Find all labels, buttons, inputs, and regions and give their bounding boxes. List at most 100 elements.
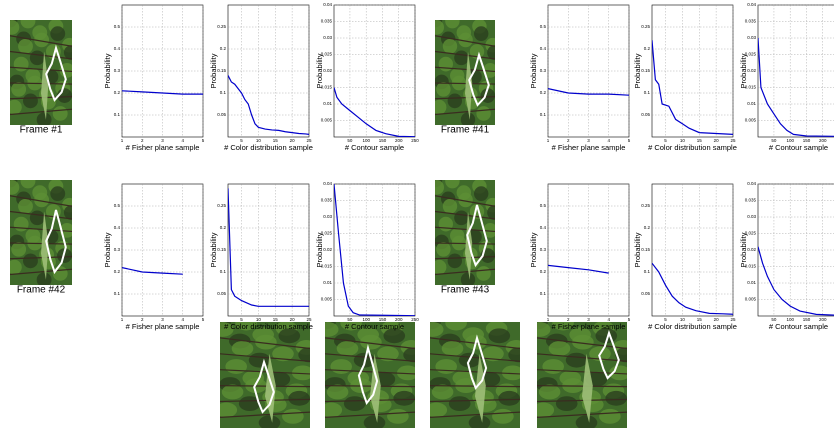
y-tick-label: 0.2 — [644, 225, 651, 230]
y-tick-label: 0.02 — [323, 247, 332, 252]
y-tick-label: 0.03 — [323, 214, 332, 219]
y-tick-label: 0.4 — [114, 46, 121, 51]
leaf-blob — [50, 26, 66, 41]
fruit — [465, 51, 473, 120]
x-tick-label: 5 — [240, 138, 243, 143]
y-tick-label: 0.3 — [114, 68, 121, 73]
leaf-blob — [13, 216, 29, 232]
y-tick-label: 0.1 — [540, 291, 547, 296]
leaf-blob — [52, 106, 68, 121]
y-tick-label: 0.25 — [217, 203, 226, 208]
leaf-blob — [458, 32, 473, 48]
y-tick-label: 0.005 — [321, 118, 333, 123]
x-tick-label: 10 — [680, 138, 686, 143]
y-tick-label: 0.02 — [747, 68, 756, 73]
y-axis-label: Probability — [529, 53, 538, 88]
data-line — [228, 188, 309, 307]
leaf-blob — [605, 390, 627, 406]
x-tick-label: 10 — [256, 317, 262, 322]
y-tick-label: 0.2 — [220, 225, 227, 230]
x-tick-label: 5 — [664, 317, 667, 322]
branch — [220, 353, 310, 362]
leaf-blob — [52, 266, 68, 281]
leaf-blob — [63, 205, 72, 220]
leaf-blob — [63, 45, 72, 60]
data-line — [758, 37, 834, 137]
leaf-blob — [45, 44, 61, 59]
leaf-blob — [50, 186, 66, 201]
frame-caption: Frame #1 — [20, 125, 63, 136]
frame-image — [430, 322, 520, 428]
y-tick-label: 0.025 — [745, 231, 757, 236]
branch — [220, 369, 310, 375]
leaf-blob — [238, 396, 261, 412]
contour — [45, 44, 67, 102]
y-axis-label: Probability — [209, 232, 218, 267]
x-tick-label: 100 — [786, 317, 794, 322]
y-tick-label: 0.035 — [321, 198, 333, 203]
branch — [430, 411, 520, 418]
y-tick-label: 0.2 — [540, 90, 547, 95]
x-tick-label: 15 — [273, 317, 279, 322]
x-tick-label: 3 — [161, 317, 164, 322]
leaf-blob — [29, 210, 45, 226]
x-tick-label: 50 — [771, 317, 777, 322]
leaf-blob — [474, 186, 489, 201]
leaf-blob — [20, 180, 36, 189]
leaf-blob — [492, 408, 514, 424]
x-tick-label: 1 — [547, 138, 550, 143]
x-tick-label: 100 — [362, 317, 370, 322]
x-tick-label: 2 — [141, 317, 144, 322]
leaf-blob — [460, 272, 476, 285]
contour — [357, 344, 379, 406]
x-tick-label: 2 — [141, 138, 144, 143]
leaf-blob — [325, 322, 339, 337]
branch — [435, 268, 495, 276]
x-tick-label: 150 — [803, 138, 811, 143]
leaf-blob — [29, 50, 45, 66]
leaf-blob — [502, 365, 520, 381]
y-tick-label: 0.005 — [321, 297, 333, 302]
leaf-blob — [57, 248, 72, 263]
leaf-blob — [330, 359, 353, 374]
x-axis-label: # Fisher plane sample — [552, 322, 626, 331]
y-tick-label: 0.15 — [217, 68, 226, 73]
leaf-blob — [23, 93, 38, 109]
contour — [466, 334, 488, 390]
y-tick-label: 0.015 — [745, 85, 757, 90]
y-tick-label: 0.04 — [323, 2, 332, 7]
leaf-blob — [435, 180, 444, 195]
y-tick-label: 0.1 — [220, 269, 227, 274]
y-axis-label: Probability — [315, 53, 324, 88]
leaf-blob — [447, 93, 462, 109]
x-tick-label: 2 — [567, 138, 570, 143]
y-tick-label: 0.1 — [114, 291, 121, 296]
y-tick-label: 0.035 — [745, 19, 757, 24]
x-tick-label: 25 — [306, 138, 312, 143]
leaf-blob — [609, 365, 627, 381]
leaf-blob — [235, 322, 257, 331]
y-tick-label: 0.4 — [540, 225, 547, 230]
leaf-blob — [441, 341, 464, 356]
leaf-blob — [445, 20, 460, 29]
frame-image — [220, 322, 310, 428]
leaf-blob — [469, 44, 485, 59]
leaf-blob — [20, 20, 36, 29]
branch — [10, 210, 72, 220]
y-tick-label: 0.025 — [321, 231, 333, 236]
x-tick-label: 4 — [181, 317, 184, 322]
y-axis-label: Probability — [103, 53, 112, 88]
x-tick-label: 250 — [411, 317, 419, 322]
y-tick-label: 0.05 — [217, 112, 226, 117]
leaf-blob — [435, 99, 447, 115]
x-tick-label: 4 — [607, 317, 610, 322]
branch — [430, 369, 520, 375]
y-axis-label: Probability — [315, 232, 324, 267]
leaf-blob — [537, 402, 555, 418]
x-axis-label: # Contour sample — [345, 143, 404, 152]
x-tick-label: 3 — [587, 138, 590, 143]
leaf-blob — [383, 328, 406, 344]
leaf-blob — [292, 365, 310, 381]
x-tick-label: 20 — [714, 138, 720, 143]
